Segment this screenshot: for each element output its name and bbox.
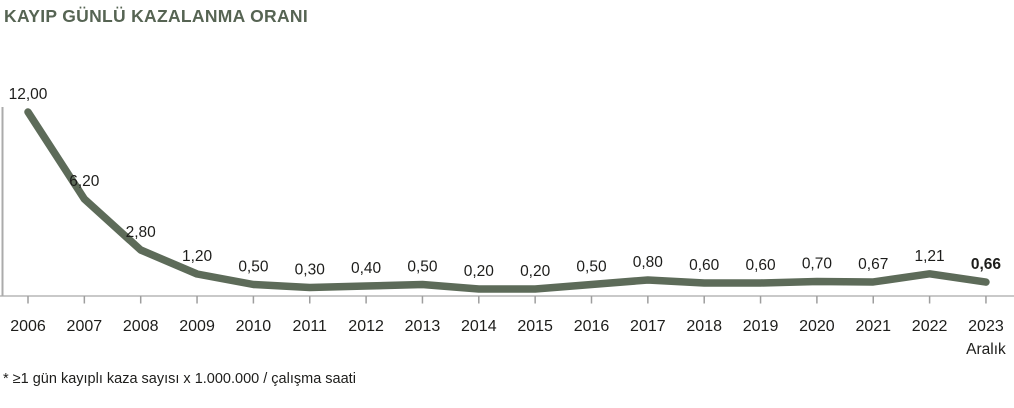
year-label: 2014 [461, 318, 497, 335]
value-label: 0,80 [633, 254, 664, 271]
year-label: 2016 [574, 318, 610, 335]
chart-footnote: * ≥1 gün kayıplı kaza sayısı x 1.000.000… [3, 371, 356, 387]
value-label: 0,50 [576, 259, 607, 276]
year-label: 2007 [67, 318, 103, 335]
value-label: 0,70 [802, 256, 833, 273]
value-label: 1,20 [182, 248, 213, 265]
year-label: 2019 [743, 318, 779, 335]
year-label: 2006 [10, 318, 46, 335]
value-label: 0,60 [689, 257, 720, 274]
value-label: 6,20 [69, 173, 100, 190]
year-label: 2020 [799, 318, 835, 335]
chart-title: KAYIP GÜNLÜ KAZALANMA ORANI [4, 6, 308, 26]
value-label: 1,21 [915, 248, 945, 265]
value-label: 0,20 [520, 263, 551, 280]
year-label: 2013 [405, 318, 441, 335]
year-label: 2008 [123, 318, 159, 335]
year-label: 2022 [912, 318, 948, 335]
year-label: 2009 [179, 318, 215, 335]
year-label: 2010 [236, 318, 272, 335]
year-sublabel: Aralık [966, 341, 1006, 358]
trend-line [24, 108, 990, 293]
year-label: 2018 [686, 318, 722, 335]
value-label: 0,66 [971, 256, 1002, 273]
value-label: 2,80 [126, 224, 157, 241]
value-label: 0,50 [238, 259, 269, 276]
value-label: 0,67 [858, 256, 888, 273]
value-label: 0,20 [464, 263, 495, 280]
value-label: 12,00 [9, 86, 48, 103]
year-label: 2015 [517, 318, 553, 335]
year-label: 2011 [293, 318, 328, 335]
year-label: 2021 [855, 318, 891, 335]
value-label: 0,30 [295, 262, 326, 279]
year-label: 2012 [348, 318, 384, 335]
value-label: 0,50 [407, 259, 438, 276]
value-label: 0,60 [745, 257, 776, 274]
year-label: 2017 [630, 318, 666, 335]
value-label: 0,40 [351, 260, 382, 277]
year-label: 2023 [968, 318, 1004, 335]
